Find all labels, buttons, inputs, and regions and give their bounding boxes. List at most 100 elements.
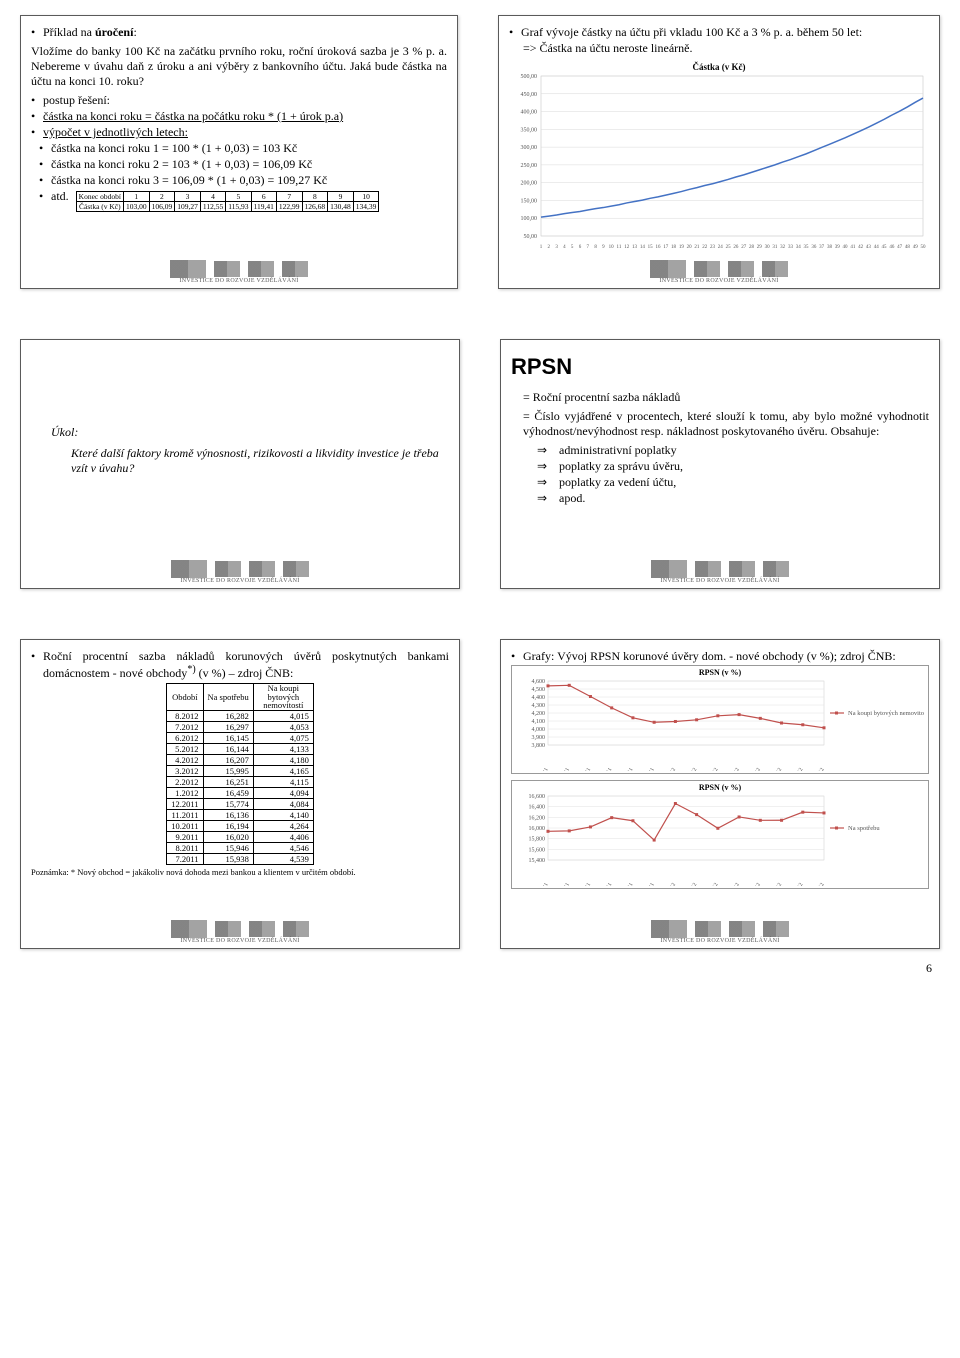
svg-text:Na spotřebu: Na spotřebu xyxy=(848,825,880,832)
svg-text:3,900: 3,900 xyxy=(532,735,546,741)
logo-op xyxy=(282,261,308,277)
logo-op xyxy=(763,921,789,937)
svg-text:500,00: 500,00 xyxy=(521,74,538,80)
mini-chart-2: RPSN (v %) 15,40015,60015,80016,00016,20… xyxy=(511,780,929,889)
svg-text:4,500: 4,500 xyxy=(532,687,546,693)
svg-text:17: 17 xyxy=(663,245,669,250)
chart-desc: Graf vývoje částky na účtu při vkladu 10… xyxy=(509,25,929,40)
svg-text:5.2012: 5.2012 xyxy=(749,882,762,886)
svg-text:3: 3 xyxy=(555,245,558,250)
mini-chart-1: RPSN (v %) 3,8003,9004,0004,1004,2004,30… xyxy=(511,665,929,774)
svg-text:39: 39 xyxy=(835,245,841,250)
svg-text:4,200: 4,200 xyxy=(532,711,546,717)
svg-text:33: 33 xyxy=(788,245,794,250)
logo-esf xyxy=(170,260,206,278)
svg-text:16,000: 16,000 xyxy=(529,826,546,832)
svg-text:41: 41 xyxy=(850,245,856,250)
logo-esf xyxy=(171,920,207,938)
svg-text:50,00: 50,00 xyxy=(524,234,538,240)
rpsn-item: administrativní poplatky xyxy=(537,443,929,458)
svg-text:1.2012: 1.2012 xyxy=(664,882,677,886)
svg-text:10.2011: 10.2011 xyxy=(599,767,613,771)
svg-text:6.2012: 6.2012 xyxy=(771,882,784,886)
logo-eu xyxy=(214,261,240,277)
logo-eu xyxy=(694,261,720,277)
logo-msmt xyxy=(729,921,755,937)
svg-text:8: 8 xyxy=(594,245,597,250)
logo-msmt xyxy=(249,921,275,937)
calc-1: částka na konci roku 1 = 100 * (1 + 0,03… xyxy=(31,141,447,156)
svg-text:4.2012: 4.2012 xyxy=(728,767,741,771)
svg-text:100,00: 100,00 xyxy=(521,216,538,222)
logo-esf xyxy=(651,920,687,938)
svg-text:16: 16 xyxy=(655,245,661,250)
ukol-heading: Úkol: xyxy=(51,425,449,440)
table-rpsn: ObdobíNa spotřebuNa koupi bytových nemov… xyxy=(166,683,314,865)
svg-text:36: 36 xyxy=(811,245,817,250)
svg-text:9: 9 xyxy=(602,245,605,250)
svg-text:1: 1 xyxy=(540,245,543,250)
svg-text:4,300: 4,300 xyxy=(532,703,546,709)
svg-text:30: 30 xyxy=(765,245,771,250)
svg-text:6.2012: 6.2012 xyxy=(771,767,784,771)
footer-logos: INVESTICE DO ROZVOJE VZDĚLÁVÁNÍ xyxy=(509,252,929,284)
svg-text:9.2011: 9.2011 xyxy=(580,767,593,771)
svg-text:35: 35 xyxy=(804,245,810,250)
svg-text:10.2011: 10.2011 xyxy=(599,882,613,886)
svg-text:3.2012: 3.2012 xyxy=(707,882,720,886)
svg-text:32: 32 xyxy=(780,245,786,250)
svg-text:4.2012: 4.2012 xyxy=(728,882,741,886)
svg-text:21: 21 xyxy=(694,245,700,250)
chart-growth: 50,00100,00150,00200,00250,00300,00350,0… xyxy=(509,72,929,252)
rpsn-item: poplatky za vedení účtu, xyxy=(537,475,929,490)
svg-text:25: 25 xyxy=(726,245,732,250)
svg-text:4: 4 xyxy=(563,245,566,250)
logo-msmt xyxy=(248,261,274,277)
logo-msmt xyxy=(729,561,755,577)
svg-text:8.2011: 8.2011 xyxy=(558,882,571,886)
svg-text:400,00: 400,00 xyxy=(521,110,538,116)
svg-text:26: 26 xyxy=(733,245,739,250)
svg-text:13: 13 xyxy=(632,245,638,250)
logo-esf xyxy=(171,560,207,578)
svg-text:46: 46 xyxy=(889,245,895,250)
ukol-body: Které další faktory kromě výnosnosti, ri… xyxy=(71,446,449,476)
svg-text:15: 15 xyxy=(648,245,654,250)
svg-text:8.2012: 8.2012 xyxy=(813,767,826,771)
calc-3: částka na konci roku 3 = 106,09 * (1 + 0… xyxy=(31,173,447,188)
svg-text:28: 28 xyxy=(749,245,755,250)
svg-text:18: 18 xyxy=(671,245,677,250)
svg-text:12.2011: 12.2011 xyxy=(642,767,656,771)
table-note: Poznámka: * Nový obchod = jakákoliv nová… xyxy=(31,867,449,877)
logo-esf xyxy=(650,260,686,278)
para-vklad: Vložíme do banky 100 Kč na začátku první… xyxy=(31,44,447,89)
logo-eu xyxy=(695,561,721,577)
svg-text:4,100: 4,100 xyxy=(532,719,546,725)
svg-text:12.2011: 12.2011 xyxy=(642,882,656,886)
footer-logos: INVESTICE DO ROZVOJE VZDĚLÁVÁNÍ xyxy=(31,252,447,284)
svg-text:34: 34 xyxy=(796,245,802,250)
svg-text:15,600: 15,600 xyxy=(529,847,546,853)
heading-priklad: Příklad na úročení: xyxy=(31,25,447,40)
panel-ukol: Úkol: Které další faktory kromě výnosnos… xyxy=(20,339,460,589)
svg-text:Na koupi bytových nemovitostí: Na koupi bytových nemovitostí xyxy=(848,710,924,717)
svg-text:15,800: 15,800 xyxy=(529,837,546,843)
svg-text:20: 20 xyxy=(687,245,693,250)
calc-2: částka na konci roku 2 = 103 * (1 + 0,03… xyxy=(31,157,447,172)
svg-text:9.2011: 9.2011 xyxy=(580,882,593,886)
logo-op xyxy=(283,561,309,577)
svg-text:2: 2 xyxy=(548,245,551,250)
panel-graf-uroceni: Graf vývoje částky na účtu při vkladu 10… xyxy=(498,15,940,289)
footer-logos: INVESTICE DO ROZVOJE VZDĚLÁVÁNÍ xyxy=(511,552,929,584)
svg-text:350,00: 350,00 xyxy=(521,127,538,133)
logo-op xyxy=(283,921,309,937)
svg-text:7: 7 xyxy=(587,245,590,250)
svg-text:31: 31 xyxy=(772,245,778,250)
svg-text:29: 29 xyxy=(757,245,763,250)
svg-text:3.2012: 3.2012 xyxy=(707,767,720,771)
svg-text:2.2012: 2.2012 xyxy=(686,767,699,771)
rpsn-item: poplatky za správu úvěru, xyxy=(537,459,929,474)
footer-logos: INVESTICE DO ROZVOJE VZDĚLÁVÁNÍ xyxy=(31,912,449,944)
footer-logos: INVESTICE DO ROZVOJE VZDĚLÁVÁNÍ xyxy=(31,552,449,584)
bullet-vypocet: výpočet v jednotlivých letech: xyxy=(31,125,447,140)
